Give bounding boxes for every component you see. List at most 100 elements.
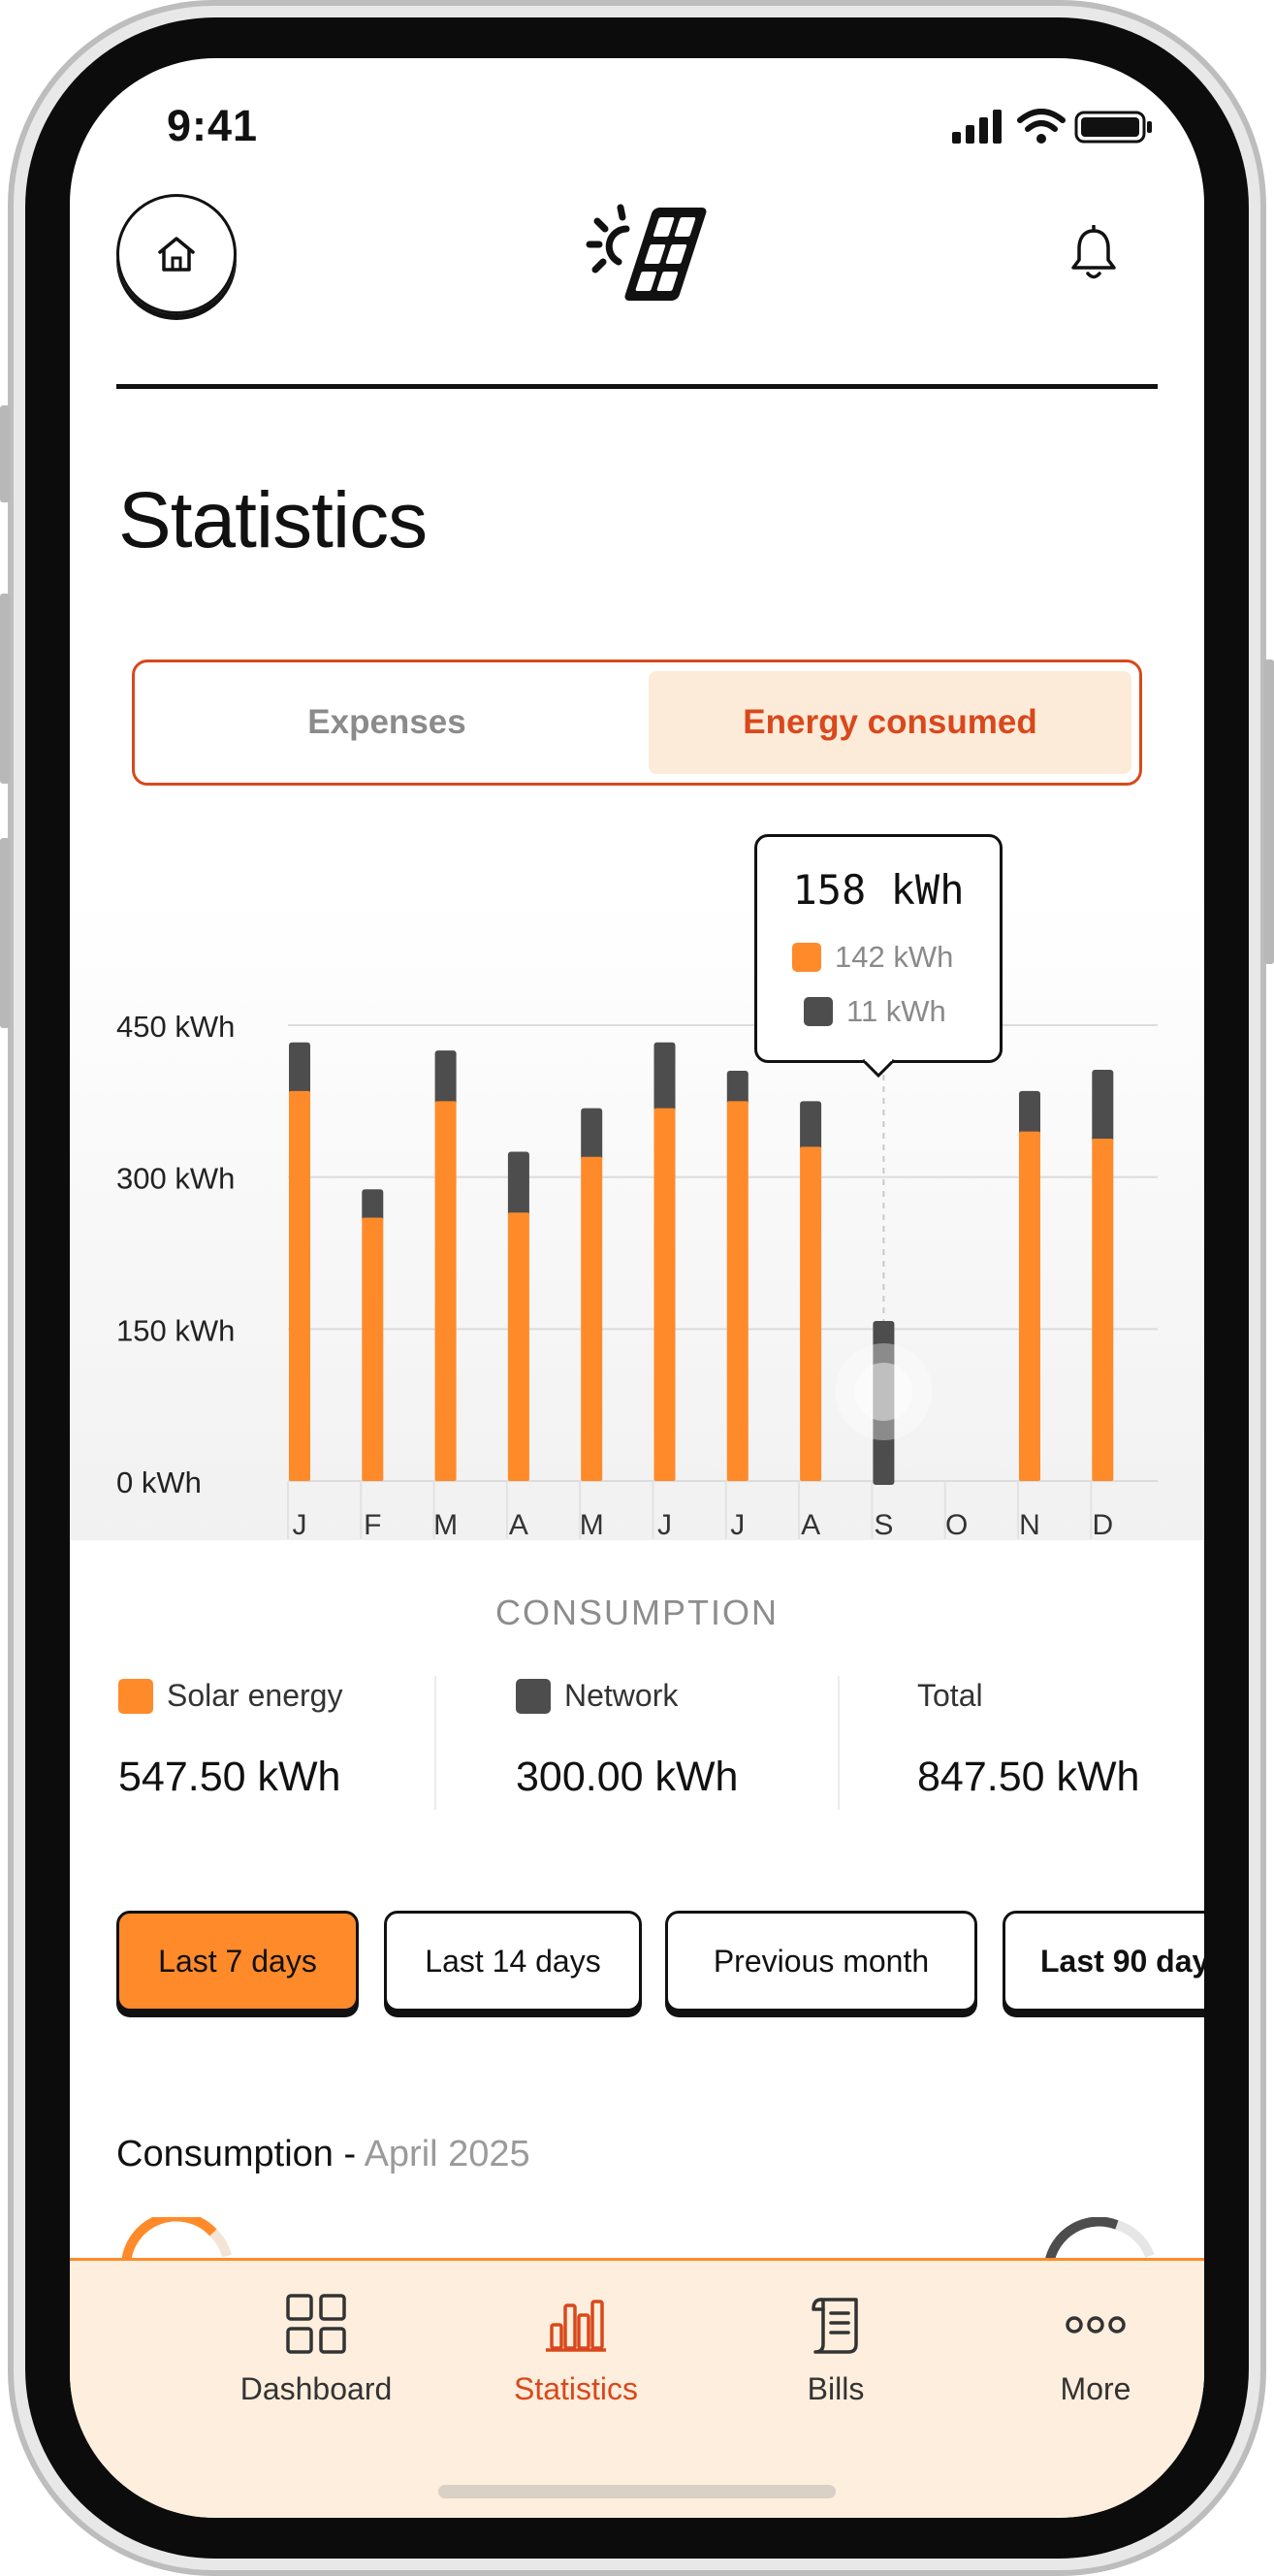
x-tick-label: A (509, 1509, 528, 1541)
solar-value: 547.50 kWh (118, 1754, 341, 1800)
bar-solar (507, 1212, 529, 1481)
bar-chart-icon (546, 2300, 606, 2352)
x-tick-label: M (433, 1509, 458, 1541)
summary-separator (838, 1676, 840, 1810)
wifi-icon (1017, 109, 1066, 132)
home-button[interactable] (116, 194, 237, 314)
touch-highlight (835, 1343, 933, 1440)
signal-icon (952, 110, 1002, 144)
monthly-label-prefix: Consumption - (116, 2134, 365, 2174)
bar-network (581, 1108, 603, 1161)
bell-icon[interactable] (1068, 225, 1119, 283)
tab-more[interactable]: More (970, 2290, 1204, 2445)
network-legend-label: Network (564, 1678, 679, 1713)
y-tick-label: 150 kWh (116, 1313, 235, 1347)
app-screen: 9:41 (70, 58, 1204, 2518)
tab-statistics[interactable]: Statistics (450, 2290, 702, 2445)
x-tick-label: J (293, 1509, 307, 1541)
tab-bills-label: Bills (807, 2371, 865, 2406)
y-tick-label: 300 kWh (116, 1162, 235, 1196)
energy-bar-chart: 450 kWh 300 kWh 150 kWh 0 kWh J F M A M J J A S O N D (116, 1010, 1158, 1541)
x-tick-label: S (874, 1509, 893, 1541)
bar-network (434, 1050, 457, 1106)
tab-energy-consumed[interactable]: Energy consumed (649, 671, 1131, 774)
page-title: Statistics (118, 476, 428, 564)
bar-solar (362, 1217, 384, 1481)
bar-network (1092, 1069, 1114, 1143)
bar-solar (1019, 1131, 1040, 1481)
x-tick-label: M (580, 1509, 604, 1541)
network-legend-swatch (516, 1678, 551, 1714)
monthly-consumption-label: Consumption - April 2025 (116, 2134, 530, 2175)
network-swatch (804, 997, 833, 1026)
grid-icon (286, 2294, 346, 2354)
bar-network (800, 1101, 822, 1151)
x-tick-label: F (364, 1509, 381, 1541)
network-legend: Network (516, 1678, 678, 1714)
touch-highlight-core (854, 1363, 913, 1421)
bar-network (289, 1042, 310, 1095)
bar-solar (434, 1101, 457, 1481)
more-dots-icon (1066, 2316, 1126, 2334)
bottom-tab-bar: Dashboard Statistics Bills (70, 2258, 1204, 2518)
status-icons (952, 109, 1152, 144)
battery-icon (1074, 111, 1152, 144)
tab-more-label: More (1060, 2371, 1131, 2406)
filter-last-7-days[interactable]: Last 7 days (116, 1911, 359, 2012)
filter-last-90-days[interactable]: Last 90 days (1003, 1911, 1204, 2012)
tab-bills[interactable]: Bills (710, 2290, 962, 2445)
bar-network (507, 1151, 529, 1217)
bar-solar (726, 1101, 748, 1481)
tooltip-network-row: 11 kWh (804, 992, 946, 1031)
bar-network (873, 1320, 895, 1485)
x-tick-label: J (730, 1509, 745, 1541)
receipt-icon (812, 2298, 858, 2354)
tab-dashboard-label: Dashboard (239, 2371, 393, 2406)
x-tick-label: J (657, 1509, 672, 1541)
tooltip-solar-row: 142 kWh (792, 938, 953, 977)
total-value: 847.50 kWh (917, 1754, 1140, 1800)
solar-panel-sun-icon (586, 204, 707, 301)
monthly-label-month: April 2025 (364, 2134, 530, 2174)
consumption-title: CONSUMPTION (495, 1593, 779, 1632)
y-tick-label: 450 kWh (116, 1010, 235, 1044)
segmented-control: Expenses Energy consumed (132, 660, 1142, 786)
tab-expenses[interactable]: Expenses (307, 703, 466, 741)
bar-solar (1092, 1138, 1114, 1481)
chart-background (70, 892, 1204, 1540)
y-tick-label: 0 kWh (116, 1465, 202, 1499)
volume-up-button (0, 594, 10, 784)
power-button (1264, 660, 1274, 964)
tooltip-total: 158 kWh (792, 866, 965, 914)
tab-statistics-label: Statistics (513, 2371, 639, 2406)
bar-solar (289, 1090, 310, 1481)
tooltip-solar-value: 142 kWh (835, 940, 954, 974)
bar-solar (800, 1146, 822, 1481)
summary-separator (434, 1676, 436, 1810)
bar-solar (581, 1156, 603, 1481)
solar-legend-swatch (118, 1678, 153, 1714)
total-legend: Total (917, 1678, 983, 1714)
bar-network (362, 1189, 384, 1222)
tooltip-pointer (863, 1059, 894, 1079)
home-icon (158, 237, 195, 272)
filter-last-14-days[interactable]: Last 14 days (384, 1911, 642, 2012)
solar-swatch (792, 943, 821, 972)
network-gauge (1044, 2217, 1155, 2266)
bar-network (1019, 1090, 1040, 1136)
chart-tooltip: 158 kWh 142 kWh 11 kWh (754, 834, 1003, 1063)
x-tick-label: O (945, 1509, 968, 1541)
status-time: 9:41 (167, 101, 259, 150)
x-tick-label: A (801, 1509, 820, 1541)
header-divider (116, 384, 1158, 389)
mute-switch (0, 405, 10, 502)
bar-network (726, 1071, 748, 1106)
total-label: Total (917, 1678, 983, 1713)
bar-network (653, 1042, 676, 1112)
filter-previous-month[interactable]: Previous month (665, 1911, 977, 2012)
solar-gauge (121, 2217, 232, 2265)
x-tick-label: D (1092, 1509, 1113, 1541)
tab-dashboard[interactable]: Dashboard (190, 2290, 442, 2445)
solar-legend: Solar energy (118, 1678, 342, 1714)
home-indicator (438, 2485, 836, 2498)
